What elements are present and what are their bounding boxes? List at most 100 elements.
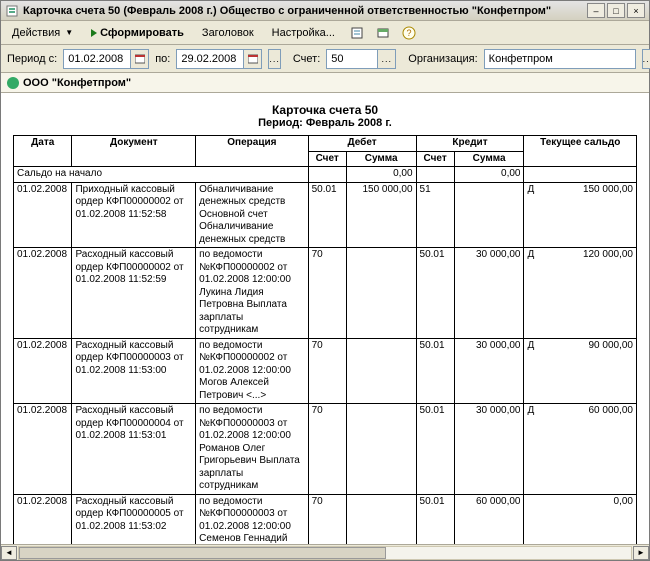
- scroll-thumb[interactable]: [19, 547, 386, 559]
- calendar-icon: [248, 54, 258, 64]
- cell-op: по ведомости №КФП00000003 от 01.02.2008 …: [196, 404, 308, 495]
- help-button[interactable]: ?: [398, 23, 420, 43]
- actions-label: Действия: [12, 27, 60, 39]
- th-sum-dt: Сумма: [346, 151, 416, 167]
- cell-sum-cr: 30 000,00: [454, 248, 524, 339]
- opening-balance-row: Сальдо на начало 0,00 0,00: [14, 167, 637, 183]
- cell-acc-dt: 70: [308, 494, 346, 544]
- account-input[interactable]: [326, 49, 378, 69]
- report-area[interactable]: Карточка счета 50 Период: Февраль 2008 г…: [1, 93, 649, 544]
- cell-op: по ведомости №КФП00000003 от 01.02.2008 …: [196, 494, 308, 544]
- cell-op: Обналичивание денежных средств Основной …: [196, 182, 308, 248]
- settings-button[interactable]: Настройка...: [265, 23, 342, 43]
- scroll-right-button[interactable]: ►: [633, 546, 649, 560]
- form-label: Сформировать: [100, 27, 184, 39]
- org-header: ООО "Конфетпром": [1, 73, 649, 93]
- period-picker-button[interactable]: ...: [268, 49, 281, 69]
- calendar-from-button[interactable]: [131, 49, 149, 69]
- form-button[interactable]: Сформировать: [84, 23, 191, 43]
- report-period: Период: Февраль 2008 г.: [13, 117, 637, 129]
- period-to-input[interactable]: [176, 49, 244, 69]
- cell-sum-dt: [346, 404, 416, 495]
- table-body: Сальдо на начало 0,00 0,00 01.02.2008При…: [14, 167, 637, 545]
- org-text: ООО "Конфетпром": [23, 77, 131, 89]
- cell-acc-dt: 50.01: [308, 182, 346, 248]
- period-to-label: по:: [155, 53, 170, 65]
- cell-sum-cr: 30 000,00: [454, 338, 524, 404]
- table-row: 01.02.2008Приходный кассовый ордер КФП00…: [14, 182, 637, 248]
- play-icon: [91, 29, 97, 37]
- cell-doc: Расходный кассовый ордер КФП00000002 от …: [72, 248, 196, 339]
- cell-sum-cr: 60 000,00: [454, 494, 524, 544]
- app-window: Карточка счета 50 (Февраль 2008 г.) Обще…: [0, 0, 650, 561]
- dots-icon: ...: [382, 54, 393, 64]
- tool-icon-2[interactable]: [372, 23, 394, 43]
- cell-sum-dt: [346, 494, 416, 544]
- horizontal-scrollbar: ◄ ►: [1, 544, 649, 560]
- th-sum-cr: Сумма: [454, 151, 524, 167]
- cell-balance: Д60 000,00: [524, 404, 637, 495]
- window-buttons: – □ ×: [587, 3, 645, 18]
- cell-date: 01.02.2008: [14, 404, 72, 495]
- table-row: 01.02.2008Расходный кассовый ордер КФП00…: [14, 338, 637, 404]
- table-row: 01.02.2008Расходный кассовый ордер КФП00…: [14, 404, 637, 495]
- account-picker-button[interactable]: ...: [378, 49, 396, 69]
- cell-acc-cr: 50.01: [416, 248, 454, 339]
- cell-sum-cr: [454, 182, 524, 248]
- cell-balance: Д150 000,00: [524, 182, 637, 248]
- table-header: Дата Документ Операция Дебет Кредит Теку…: [14, 136, 637, 167]
- scroll-track[interactable]: [18, 546, 632, 560]
- scroll-left-button[interactable]: ◄: [1, 546, 17, 560]
- cell-acc-cr: 50.01: [416, 494, 454, 544]
- org-input[interactable]: [484, 49, 636, 69]
- period-to-field: [176, 49, 262, 69]
- filter-bar: Период с: по: ... Счет: ... Организация:…: [1, 45, 649, 73]
- th-balance: Текущее сальдо: [524, 136, 637, 167]
- th-credit: Кредит: [416, 136, 524, 152]
- toolbar: Действия ▼ Сформировать Заголовок Настро…: [1, 21, 649, 45]
- account-label: Счет:: [293, 53, 320, 65]
- cell-balance: 0,00: [524, 494, 637, 544]
- cell-date: 01.02.2008: [14, 338, 72, 404]
- cell-balance: Д90 000,00: [524, 338, 637, 404]
- cell-acc-cr: 51: [416, 182, 454, 248]
- cell-acc-cr: 50.01: [416, 338, 454, 404]
- period-from-field: [63, 49, 149, 69]
- actions-menu[interactable]: Действия ▼: [5, 23, 80, 43]
- dots-icon: ...: [643, 54, 650, 64]
- table-row: 01.02.2008Расходный кассовый ордер КФП00…: [14, 248, 637, 339]
- calendar-to-button[interactable]: [244, 49, 262, 69]
- tool-icon-1[interactable]: [346, 23, 368, 43]
- calendar-icon: [135, 54, 145, 64]
- th-acc-dt: Счет: [308, 151, 346, 167]
- settings-label: Настройка...: [272, 27, 335, 39]
- th-op: Операция: [196, 136, 308, 167]
- cell-sum-dt: 150 000,00: [346, 182, 416, 248]
- org-picker-button[interactable]: ...: [642, 49, 650, 69]
- dots-icon: ...: [269, 54, 280, 64]
- cell-op: по ведомости №КФП00000002 от 01.02.2008 …: [196, 248, 308, 339]
- cell-doc: Приходный кассовый ордер КФП00000002 от …: [72, 182, 196, 248]
- report: Карточка счета 50 Период: Февраль 2008 г…: [1, 93, 649, 544]
- svg-text:?: ?: [406, 28, 411, 38]
- cell-doc: Расходный кассовый ордер КФП00000003 от …: [72, 338, 196, 404]
- titlebar: Карточка счета 50 (Февраль 2008 г.) Обще…: [1, 1, 649, 21]
- window-title: Карточка счета 50 (Февраль 2008 г.) Обще…: [23, 5, 587, 17]
- cell-op: по ведомости №КФП00000002 от 01.02.2008 …: [196, 338, 308, 404]
- minimize-button[interactable]: –: [587, 3, 605, 18]
- account-field: ...: [326, 49, 396, 69]
- th-doc: Документ: [72, 136, 196, 167]
- report-title: Карточка счета 50: [13, 103, 637, 117]
- cell-date: 01.02.2008: [14, 494, 72, 544]
- period-from-input[interactable]: [63, 49, 131, 69]
- cell-doc: Расходный кассовый ордер КФП00000005 от …: [72, 494, 196, 544]
- cell-acc-cr: 50.01: [416, 404, 454, 495]
- header-button[interactable]: Заголовок: [195, 23, 261, 43]
- th-acc-cr: Счет: [416, 151, 454, 167]
- cell-acc-dt: 70: [308, 248, 346, 339]
- close-button[interactable]: ×: [627, 3, 645, 18]
- th-debit: Дебет: [308, 136, 416, 152]
- org-label: Организация:: [408, 53, 477, 65]
- maximize-button[interactable]: □: [607, 3, 625, 18]
- opening-sum-dt: 0,00: [346, 167, 416, 183]
